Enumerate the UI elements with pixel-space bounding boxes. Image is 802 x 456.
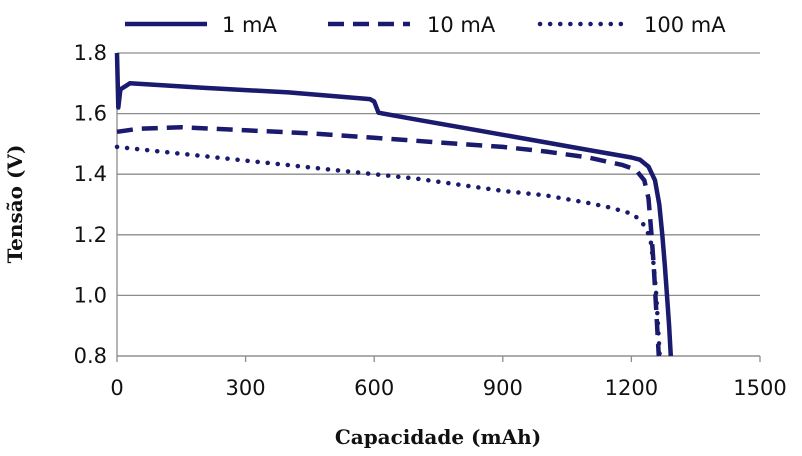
series-lines: [114, 52, 674, 359]
y-tick-label-3: 1.4: [74, 162, 107, 186]
legend-label-1-ma: 1 mA: [222, 13, 277, 37]
grid: [117, 52, 760, 357]
y-tick-label-4: 1.6: [74, 102, 107, 126]
series-line-1-ma: [114, 52, 674, 357]
x-tick-label-5: 1500: [733, 376, 786, 400]
x-tick-label-0: 0: [110, 376, 123, 400]
x-tick-label-4: 1200: [605, 376, 658, 400]
series-line-10-ma: [116, 124, 662, 357]
y-tick-label-0: 0.8: [74, 344, 107, 368]
legend: 1 mA 10 mA 100 mA: [125, 13, 726, 37]
series-line-100-ma: [114, 144, 662, 359]
legend-label-100-ma: 100 mA: [644, 13, 726, 37]
y-tick-label-1: 1.0: [74, 283, 107, 307]
axes: [116, 53, 761, 362]
y-tick-label-5: 1.8: [74, 41, 107, 65]
x-tick-label-1: 300: [226, 376, 266, 400]
y-tick-label-2: 1.2: [74, 223, 107, 247]
x-tick-labels: 0 300 600 900 1200 1500: [110, 376, 786, 400]
x-tick-label-2: 600: [354, 376, 394, 400]
x-axis-title: Capacidade (mAh): [335, 425, 541, 449]
y-axis-title: Tensão (V): [3, 145, 27, 264]
y-tick-labels: 0.8 1.0 1.2 1.4 1.6 1.8: [74, 41, 107, 368]
legend-label-10-ma: 10 mA: [427, 13, 496, 37]
x-tick-label-3: 900: [483, 376, 523, 400]
